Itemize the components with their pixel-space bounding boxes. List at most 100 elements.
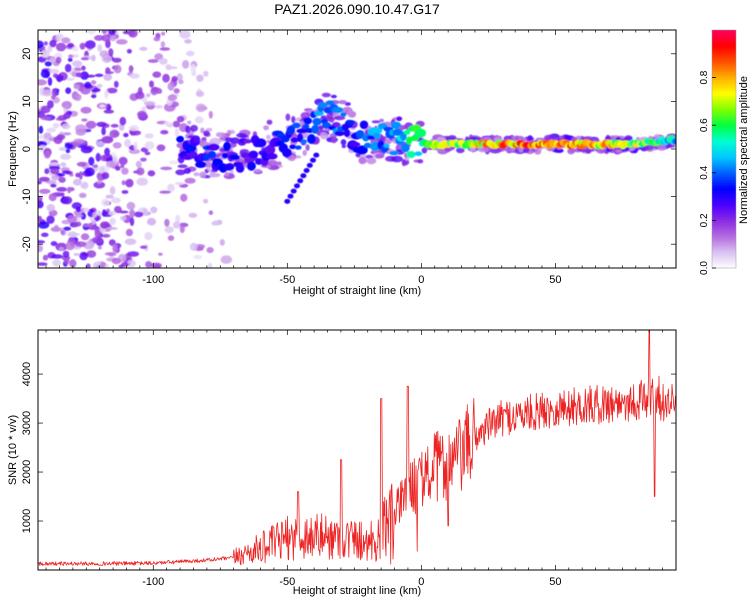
noise-blob xyxy=(220,255,232,264)
ridge-blob xyxy=(264,145,276,155)
noise-blob xyxy=(52,122,60,129)
noise-blob xyxy=(88,156,95,166)
streak-blob xyxy=(297,178,304,184)
colorbar-strip xyxy=(712,200,736,203)
halo-blob xyxy=(544,134,556,141)
noise-blob xyxy=(103,73,113,81)
colorbar-strip xyxy=(712,262,736,265)
noise-blob xyxy=(152,71,162,78)
halo-blob xyxy=(330,94,337,99)
noise-blob xyxy=(196,74,204,82)
noise-blob xyxy=(190,64,197,73)
noise-blob xyxy=(154,104,163,109)
noise-blob xyxy=(109,129,120,138)
noise-blob xyxy=(136,167,145,176)
noise-blob xyxy=(104,252,117,256)
ridge-blob xyxy=(266,153,278,160)
ridge-blob xyxy=(373,132,381,139)
noise-blob xyxy=(113,64,122,74)
noise-blob xyxy=(75,128,87,136)
noise-blob xyxy=(106,87,118,94)
halo-blob xyxy=(371,120,381,124)
colorbar-strip xyxy=(712,101,736,104)
noise-blob xyxy=(184,39,192,44)
streak-blob xyxy=(284,198,291,204)
noise-blob xyxy=(63,226,72,231)
halo-blob xyxy=(190,124,198,132)
noise-blob xyxy=(63,112,71,119)
noise-blob xyxy=(118,156,128,166)
colorbar-strip xyxy=(712,103,736,106)
noise-blob xyxy=(140,157,147,162)
noise-blob xyxy=(153,36,161,42)
noise-blob xyxy=(113,80,119,88)
noise-blob xyxy=(139,46,148,51)
noise-blob xyxy=(92,164,99,168)
noise-blob xyxy=(208,210,214,215)
halo-blob xyxy=(208,172,217,178)
noise-blob xyxy=(44,70,50,78)
colorbar-strip xyxy=(712,30,736,33)
noise-blob xyxy=(101,127,106,136)
y-tick-label: 1000 xyxy=(21,509,33,533)
colorbar-strip xyxy=(712,43,736,47)
colorbar-strip xyxy=(712,67,736,71)
noise-blob xyxy=(128,148,141,154)
noise-blob xyxy=(56,134,66,140)
ridge-blob xyxy=(223,141,231,152)
noise-blob xyxy=(56,187,68,192)
noise-blob xyxy=(50,167,60,175)
noise-blob xyxy=(67,186,72,194)
noise-blob xyxy=(94,261,102,266)
colorbar-tick-label: 0.6 xyxy=(699,118,710,132)
noise-blob xyxy=(85,263,91,268)
noise-blob xyxy=(173,88,180,94)
noise-blob xyxy=(124,139,131,148)
noise-blob xyxy=(51,254,63,259)
noise-blob xyxy=(104,71,114,75)
ridge-blob xyxy=(235,164,245,173)
noise-blob xyxy=(38,196,43,202)
halo-blob xyxy=(193,172,200,177)
noise-blob xyxy=(38,244,43,253)
noise-blob xyxy=(48,162,60,166)
halo-blob xyxy=(527,135,533,141)
halo-blob xyxy=(341,144,347,149)
noise-blob xyxy=(127,251,139,257)
halo-blob xyxy=(203,130,210,137)
noise-blob xyxy=(105,194,114,199)
noise-blob xyxy=(109,186,116,195)
noise-blob xyxy=(58,246,65,252)
noise-blob xyxy=(55,74,64,82)
noise-blob xyxy=(184,177,196,184)
halo-blob xyxy=(300,112,311,120)
noise-blob xyxy=(112,243,118,253)
noise-blob xyxy=(159,190,172,194)
noise-blob xyxy=(124,238,137,245)
noise-blob xyxy=(91,87,101,93)
noise-blob xyxy=(208,110,213,119)
noise-blob xyxy=(143,101,156,106)
y-tick-label: -20 xyxy=(21,236,33,252)
noise-blob xyxy=(195,103,207,113)
noise-blob xyxy=(110,123,119,128)
y-tick-label: -10 xyxy=(21,189,33,205)
ridge-blob xyxy=(317,102,328,108)
noise-blob xyxy=(40,105,51,114)
colorbar-strip xyxy=(712,210,736,213)
noise-blob xyxy=(99,221,111,229)
chart-title: PAZ1.2026.090.10.47.G17 xyxy=(274,1,440,17)
noise-blob xyxy=(95,152,101,162)
halo-blob xyxy=(263,125,269,131)
colorbar-strip xyxy=(712,59,736,63)
noise-blob xyxy=(85,120,97,129)
ridge-blob xyxy=(359,120,369,130)
noise-blob xyxy=(41,89,53,97)
noise-blob xyxy=(38,221,50,229)
colorbar-strip xyxy=(712,93,736,96)
colorbar-strip xyxy=(712,133,736,136)
snr-xlabel: Height of straight line (km) xyxy=(293,585,421,597)
noise-blob xyxy=(64,63,72,73)
noise-blob xyxy=(46,127,57,133)
snr-background xyxy=(38,330,676,570)
